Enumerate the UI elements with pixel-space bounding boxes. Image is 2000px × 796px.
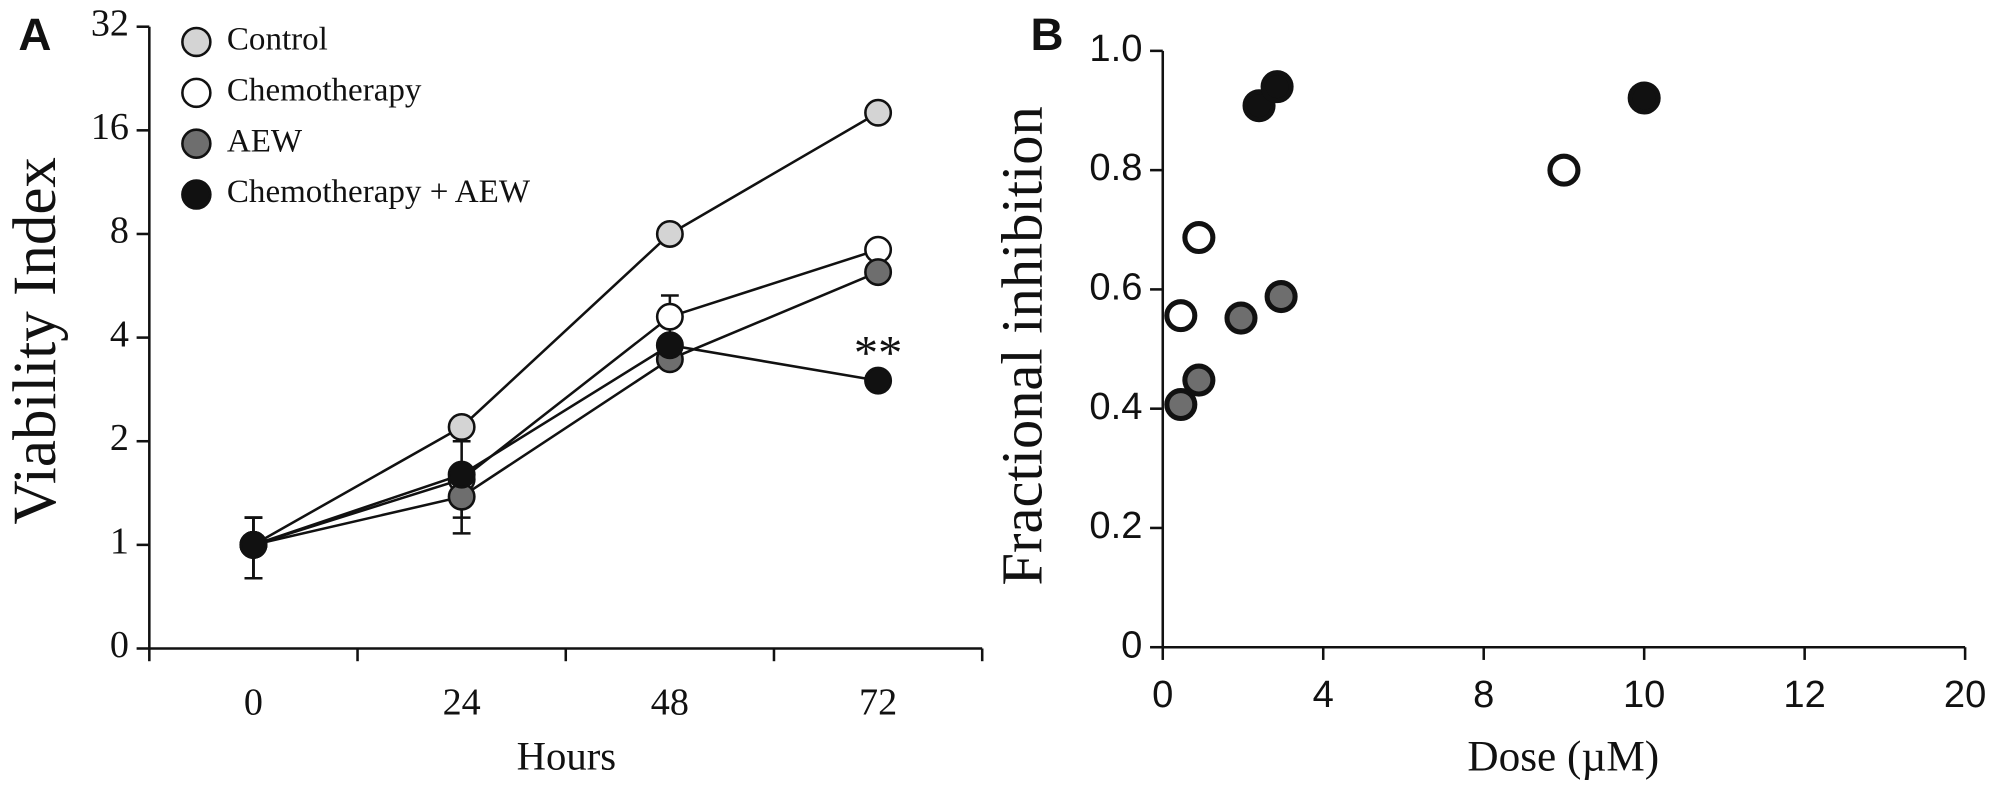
y-tick-label: 0.8 [1089,146,1142,189]
x-tick-label: 12 [1783,673,1825,716]
legend-marker [181,26,212,58]
y-axis-label: Fractional inhibition [989,106,1054,585]
marker [864,366,893,395]
marker [864,258,893,287]
point [1260,70,1294,104]
y-tick-label: 8 [110,210,129,252]
legend-label: Chemotherapy + AEW [227,174,531,210]
annotation: ** [854,327,902,380]
y-tick-label: 4 [110,313,129,355]
x-tick-label: 72 [859,681,897,723]
x-tick-label: 0 [244,681,263,723]
legend-label: AEW [227,123,303,159]
series-line [252,111,879,546]
y-tick-label: 0.6 [1089,265,1142,308]
legend-label: Control [227,22,328,58]
series-line [253,270,879,547]
point [1224,301,1258,335]
legend-marker [181,77,212,109]
x-tick-label: 24 [443,681,481,723]
legend-marker [181,128,212,159]
y-tick-label: 0 [1121,623,1142,666]
y-tick-label: 0 [110,624,129,666]
point [1164,387,1198,422]
y-tick-label: 2 [110,417,129,459]
y-tick-label: 0.2 [1089,504,1142,547]
y-axis-label: Viability Index [2,157,69,524]
legend-marker [181,179,212,210]
y-tick-label: 32 [91,2,129,44]
point [1627,81,1661,115]
panel-label: A [18,9,51,60]
panel-label: B [1031,9,1064,60]
marker [655,219,684,248]
point [1164,299,1198,333]
marker [447,460,476,489]
y-tick-label: 0.4 [1089,385,1142,428]
x-tick-label: 8 [1473,673,1494,716]
point [1547,153,1581,187]
y-tick-label: 1.0 [1089,27,1142,70]
y-tick-label: 16 [91,106,129,148]
series-line [253,343,879,547]
x-tick-label: 0 [1152,673,1173,716]
marker [655,331,684,360]
marker [655,302,684,331]
point [1182,220,1216,255]
x-axis-label: Dose (µM) [1467,732,1659,780]
x-axis-label: Hours [517,734,616,779]
x-tick-label: 20 [1944,673,1986,716]
point [1182,363,1216,397]
series-line [253,248,879,547]
x-tick-label: 10 [1623,673,1665,716]
marker [447,412,476,441]
point [1264,280,1298,314]
marker [864,98,893,127]
x-tick-label: 48 [651,681,689,723]
marker [239,530,268,559]
y-tick-label: 1 [110,521,129,563]
legend-label: Chemotherapy [227,72,422,108]
x-tick-label: 4 [1313,673,1334,716]
